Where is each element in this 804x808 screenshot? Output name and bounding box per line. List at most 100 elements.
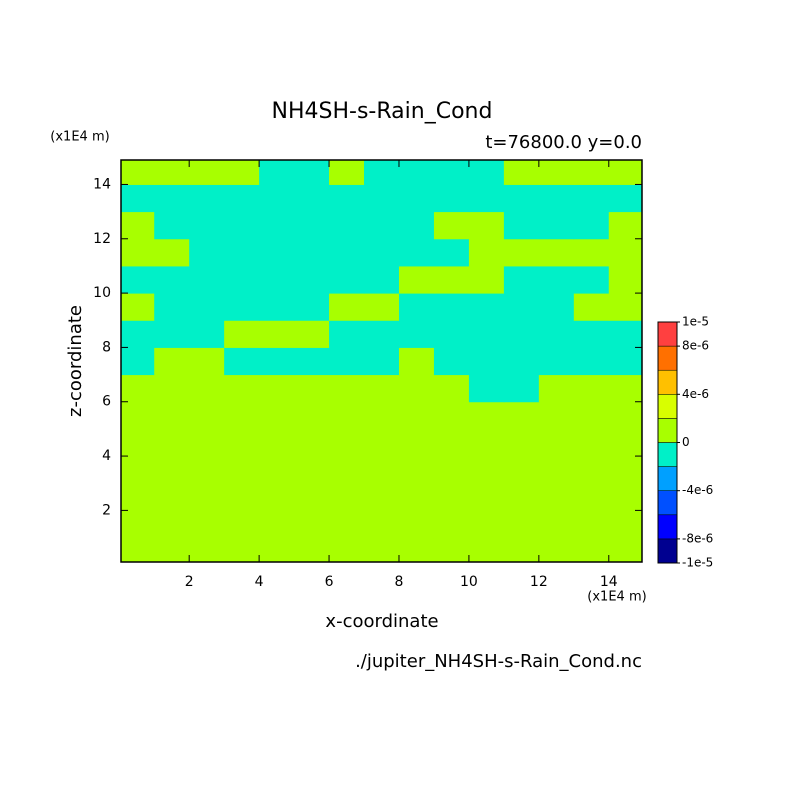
contour-cell bbox=[608, 184, 642, 213]
y-tick-label: 6 bbox=[102, 394, 111, 410]
x-tick-label: 12 bbox=[530, 574, 548, 590]
contour-cell bbox=[189, 537, 225, 562]
colorbar-tick-label: 0 bbox=[682, 435, 690, 449]
colorbar-box bbox=[657, 345, 678, 371]
contour-cell bbox=[398, 510, 435, 539]
contour-cell bbox=[468, 320, 505, 348]
contour-cell bbox=[259, 265, 295, 294]
contour-cell bbox=[398, 347, 435, 376]
contour-cell bbox=[364, 293, 400, 321]
contour-cell bbox=[573, 160, 610, 185]
y-unit: (x1E4 m) bbox=[50, 130, 109, 145]
contour-cell bbox=[433, 483, 470, 511]
contour-cell bbox=[503, 374, 540, 403]
contour-cell bbox=[121, 238, 155, 267]
contour-cell bbox=[364, 211, 400, 240]
contour-cell bbox=[121, 401, 155, 430]
colorbar-box bbox=[657, 321, 678, 347]
contour-cell bbox=[259, 293, 295, 321]
contour-cell bbox=[329, 456, 365, 484]
y-tick-label: 12 bbox=[93, 231, 111, 247]
colorbar-box bbox=[657, 466, 678, 491]
contour-cell bbox=[398, 293, 435, 321]
contour-cell bbox=[398, 184, 435, 213]
contour-cell bbox=[538, 211, 575, 240]
contour-cell bbox=[329, 184, 365, 213]
contour-cell bbox=[608, 537, 642, 562]
contour-cell bbox=[503, 184, 540, 213]
contour-cell bbox=[189, 184, 225, 213]
contour-cell bbox=[329, 483, 365, 511]
contour-cell bbox=[503, 483, 540, 511]
contour-cell bbox=[538, 265, 575, 294]
y-tick-label: 8 bbox=[102, 339, 111, 355]
contour-cell bbox=[154, 347, 190, 376]
contour-cell bbox=[608, 160, 642, 185]
x-axis-label: x-coordinate bbox=[325, 611, 438, 632]
contour-cell bbox=[121, 456, 155, 484]
contour-cell bbox=[538, 184, 575, 213]
contour-cell bbox=[503, 211, 540, 240]
colorbar-tick-label: -8e-6 bbox=[682, 531, 713, 545]
chart-title: NH4SH-s-Rain_Cond bbox=[272, 99, 493, 124]
contour-cell bbox=[608, 374, 642, 403]
contour-cell bbox=[573, 401, 610, 430]
contour-cell bbox=[329, 537, 365, 562]
contour-cell bbox=[398, 537, 435, 562]
contour-cell bbox=[573, 184, 610, 213]
contour-cell bbox=[189, 160, 225, 185]
contour-cell bbox=[468, 510, 505, 539]
contour-cell bbox=[433, 184, 470, 213]
contour-cell bbox=[294, 456, 330, 484]
contour-cell bbox=[121, 160, 155, 185]
contour-cell bbox=[433, 293, 470, 321]
contour-cell bbox=[224, 374, 260, 403]
contour-cell bbox=[154, 374, 190, 403]
colorbar-box bbox=[657, 418, 678, 443]
contour-cell bbox=[503, 456, 540, 484]
contour-cell bbox=[259, 510, 295, 539]
contour-cell bbox=[503, 537, 540, 562]
contour-cell bbox=[433, 320, 470, 348]
contour-cell bbox=[608, 510, 642, 539]
contour-cell bbox=[503, 428, 540, 457]
contour-cell bbox=[538, 401, 575, 430]
contour-cell bbox=[329, 428, 365, 457]
contour-cell bbox=[189, 347, 225, 376]
contour-cell bbox=[189, 320, 225, 348]
contour-cell bbox=[329, 374, 365, 403]
contour-cell bbox=[468, 160, 505, 185]
y-tick-label: 4 bbox=[102, 448, 111, 464]
contour-cell bbox=[121, 320, 155, 348]
contour-cell bbox=[364, 374, 400, 403]
colorbar-tick-label: 8e-6 bbox=[682, 339, 709, 353]
contour-cell bbox=[608, 401, 642, 430]
contour-cell bbox=[608, 293, 642, 321]
contour-cell bbox=[329, 238, 365, 267]
colorbar-tick-label: -4e-6 bbox=[682, 483, 713, 497]
contour-cell bbox=[433, 537, 470, 562]
contour-cell bbox=[608, 211, 642, 240]
contour-cell bbox=[189, 428, 225, 457]
contour-cell bbox=[224, 510, 260, 539]
contour-cell bbox=[364, 320, 400, 348]
contour-cell bbox=[608, 347, 642, 376]
contour-cell bbox=[364, 184, 400, 213]
contour-cell bbox=[538, 374, 575, 403]
contour-cell bbox=[364, 265, 400, 294]
contour-cell bbox=[364, 347, 400, 376]
contour-cell bbox=[189, 265, 225, 294]
contour-cell bbox=[573, 374, 610, 403]
colorbar-box bbox=[657, 442, 678, 467]
contour-cell bbox=[433, 428, 470, 457]
y-tick-label: 2 bbox=[102, 502, 111, 518]
contour-cell bbox=[121, 483, 155, 511]
contour-cell bbox=[538, 456, 575, 484]
x-tick-label: 2 bbox=[185, 574, 194, 590]
contour-cell bbox=[154, 537, 190, 562]
contour-cell bbox=[329, 160, 365, 185]
contour-cell bbox=[189, 510, 225, 539]
contour-cell bbox=[154, 456, 190, 484]
contour-cell bbox=[608, 428, 642, 457]
